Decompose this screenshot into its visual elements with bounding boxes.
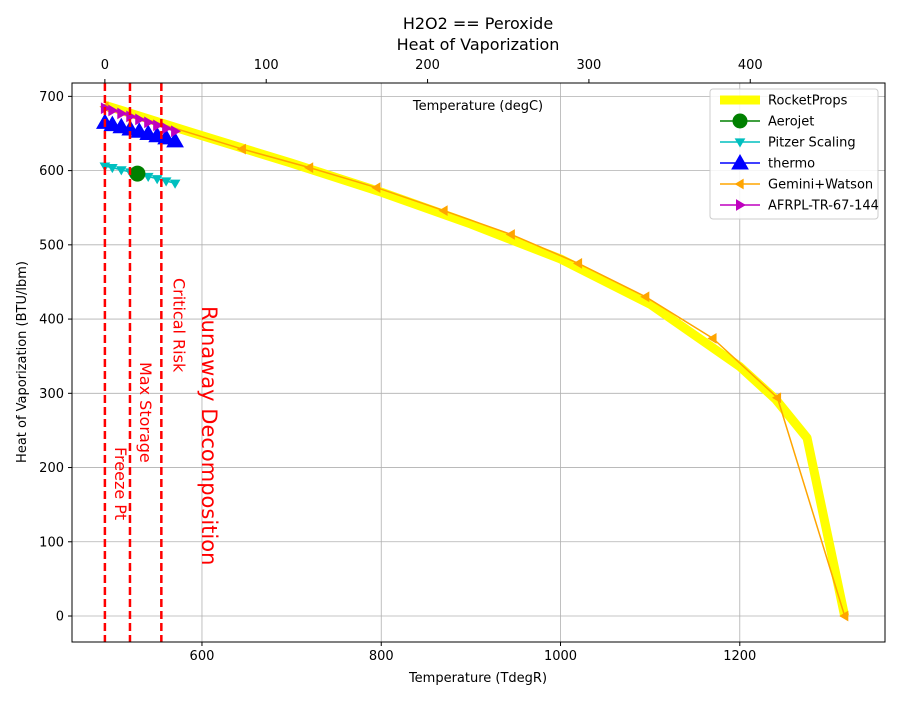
legend-afrpl-marker [736,199,746,211]
series-pitzer-point [169,179,181,189]
legend-label: AFRPL-TR-67-144 [768,199,879,214]
legend-pitzer-marker [734,138,746,148]
series-gemini-watson-point [505,229,515,240]
series-pitzer-point [151,175,163,185]
series-gemini-watson-point [707,332,717,344]
x-tick-label: 1000 [544,649,577,664]
series-layer [96,100,850,622]
series-gemini-watson-point [438,205,448,217]
series-pitzer-point [142,172,154,183]
vertical-lines: Freeze Pt Max Storage Critical Risk Runaway… [103,83,221,642]
series-pitzer-point [160,177,172,187]
series-gemini-watson-point [371,182,381,194]
x2-tick-label: 200 [415,58,440,73]
vline-label: Runaway Decomposition [197,306,221,565]
x2-tick-label: 100 [254,58,279,73]
x-tick-label: 800 [369,649,394,664]
vline-label: Freeze Pt [111,447,130,520]
x2-axis-label: Temperature (degC) [412,99,543,114]
y-tick-label: 600 [39,164,64,179]
series-pitzer-point [115,166,127,176]
y-tick-label: 700 [39,90,64,105]
series-aerojet-point [129,165,146,182]
x2-tick-label: 400 [738,58,763,73]
legend-gemini-watson-marker [734,178,744,190]
series-afrpl-point [153,119,164,132]
series-gemini-watson-point [771,392,782,404]
legend: RocketProps Aerojet Pitzer Scaling thermo Ge… [709,88,879,220]
series-gemini-watson-point [572,258,583,269]
series-afrpl-point [171,125,182,138]
y-tick-label: 100 [39,535,64,550]
series-gemini-watson-point [236,143,246,155]
legend-label: Aerojet [768,115,814,130]
x-tick-label: 1200 [723,649,756,664]
chart-title: H2O2 == Peroxide [403,14,553,33]
y-tick-label: 0 [56,610,64,625]
series-gemini-watson-point [304,162,314,174]
legend-aerojet-marker [732,113,748,129]
x-tick-label: 600 [190,649,215,664]
series-afrpl-point [144,116,155,129]
x2-tick-label: 300 [576,58,601,73]
series-thermo-point [166,131,184,148]
x-axis-label: Temperature (TdegR) [408,671,547,686]
series-gemini-watson-point [640,291,650,303]
grid-layer [72,83,885,642]
y-axis-label: Heat of Vaporization (BTU/lbm) [15,261,30,463]
y-tick-label: 200 [39,461,64,476]
legend-label: thermo [768,157,815,172]
legend-thermo-marker [731,153,749,170]
legend-label: Gemini+Watson [768,178,873,193]
x2-tick-label: 0 [101,58,109,73]
series-afrpl-point [117,107,128,120]
legend-label: RocketProps [768,94,848,109]
y-tick-label: 300 [39,387,64,402]
vline-label: Critical Risk [169,278,188,373]
series-pitzer-point [106,163,118,174]
y-tick-label: 500 [39,238,64,253]
series-afrpl-point [162,122,173,135]
chart-subtitle: Heat of Vaporization [397,35,560,54]
series-gemini-watson-point [839,610,849,622]
series-afrpl-point [108,104,119,117]
series-afrpl-point [135,113,146,126]
tick-layer: 600 800 1000 1200 0 100 200 300 400 500 600 700 0 100… [39,58,762,664]
legend-label: Pitzer Scaling [768,136,856,151]
axes-frame [71,82,886,643]
y-tick-label: 400 [39,313,64,328]
vline-label: Max Storage [136,362,155,463]
